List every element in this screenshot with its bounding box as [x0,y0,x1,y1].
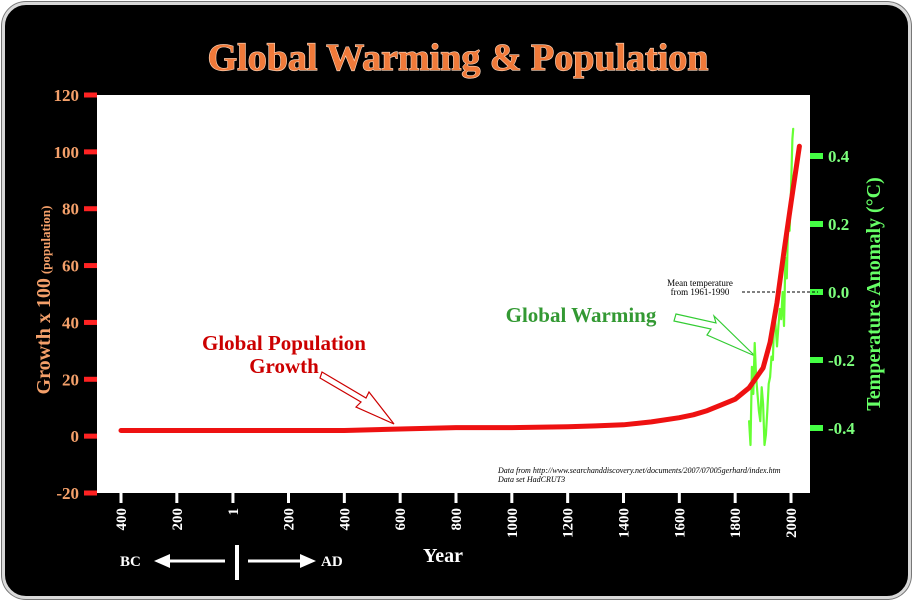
right-tick-label: 0.0 [828,283,849,302]
warming-annotation-text: Global Warming [506,303,657,327]
right-tick-label: 0.2 [828,215,849,234]
right-axis-ticks: 0.4 0.2 0.0 -0.2 -0.4 [810,147,855,438]
series-layer [118,127,802,447]
bc-arrow-head [154,554,170,568]
population-annotation: Global Population Growth [201,330,395,425]
left-tick-label: 40 [62,313,79,332]
population-annotation-line1: Global Population [202,331,366,355]
x-axis-ticks: 400 200 1 200 400 600 800 1000 1200 1400 1600 1800 2… [114,493,800,538]
x-tick-label: 1 [226,508,242,516]
right-tick-label: -0.2 [828,351,855,370]
left-tick-label: 0 [71,427,80,446]
x-tick-label: 1400 [617,508,633,538]
left-tick-label: 120 [54,86,80,105]
y-axis-left-label: Growth x 100(population) [33,206,55,395]
x-tick-label: 1600 [672,508,688,538]
source-note-line2: Data set HadCRUT3 [497,475,565,484]
y-axis-right-label: Temperature Anomaly (°C) [863,177,885,411]
left-tick-label: -20 [56,484,79,503]
warming-arrow [673,313,756,357]
left-tick-mark [84,490,97,496]
left-tick-label: 60 [62,257,79,276]
temperature-series-line [747,127,795,447]
x-tick-label: 800 [449,508,465,531]
population-arrow [319,371,395,425]
era-ad-label: AD [321,554,343,570]
left-tick-mark [84,149,97,155]
right-tick-mark [810,221,823,227]
x-tick-label: 600 [393,508,409,531]
x-tick-label: 2000 [784,508,800,538]
mean-note-line2: from 1961-1990 [671,287,730,297]
population-annotation-line2: Growth [249,354,319,378]
left-tick-label: 80 [62,200,79,219]
x-tick-label: 400 [114,508,130,531]
x-tick-label: 1800 [728,508,744,538]
x-tick-label: 1000 [505,508,521,538]
right-tick-label: 0.4 [828,147,850,166]
ad-arrow-head [300,554,316,568]
source-note-line1: Data from http://www.searchanddiscovery.… [497,466,781,475]
chart-title: Global Warming & Population [208,37,709,79]
era-bc-label: BC [120,554,141,570]
right-tick-mark [810,153,823,159]
x-axis-label: Year [423,545,463,567]
left-axis-ticks: 120 100 80 60 40 20 0 -20 [54,86,97,503]
mean-note-line1: Mean temperature [667,278,733,288]
warming-annotation: Global Warming [504,302,756,357]
era-indicator: BC AD [120,545,343,580]
right-tick-mark [810,357,823,363]
right-tick-mark [810,425,823,431]
x-tick-label: 200 [170,508,186,531]
right-tick-label: -0.4 [828,419,855,438]
left-tick-mark [84,263,97,269]
x-tick-label: 200 [282,508,298,531]
right-tick-mark [810,289,823,295]
x-tick-label: 400 [337,508,353,531]
left-tick-mark [84,206,97,212]
x-tick-label: 1200 [561,508,577,538]
left-tick-mark [84,433,97,439]
left-tick-mark [84,319,97,325]
population-series-line [118,143,802,433]
left-tick-mark [84,376,97,382]
left-tick-label: 100 [54,143,80,162]
left-tick-mark [84,92,97,98]
left-tick-label: 20 [62,370,79,389]
